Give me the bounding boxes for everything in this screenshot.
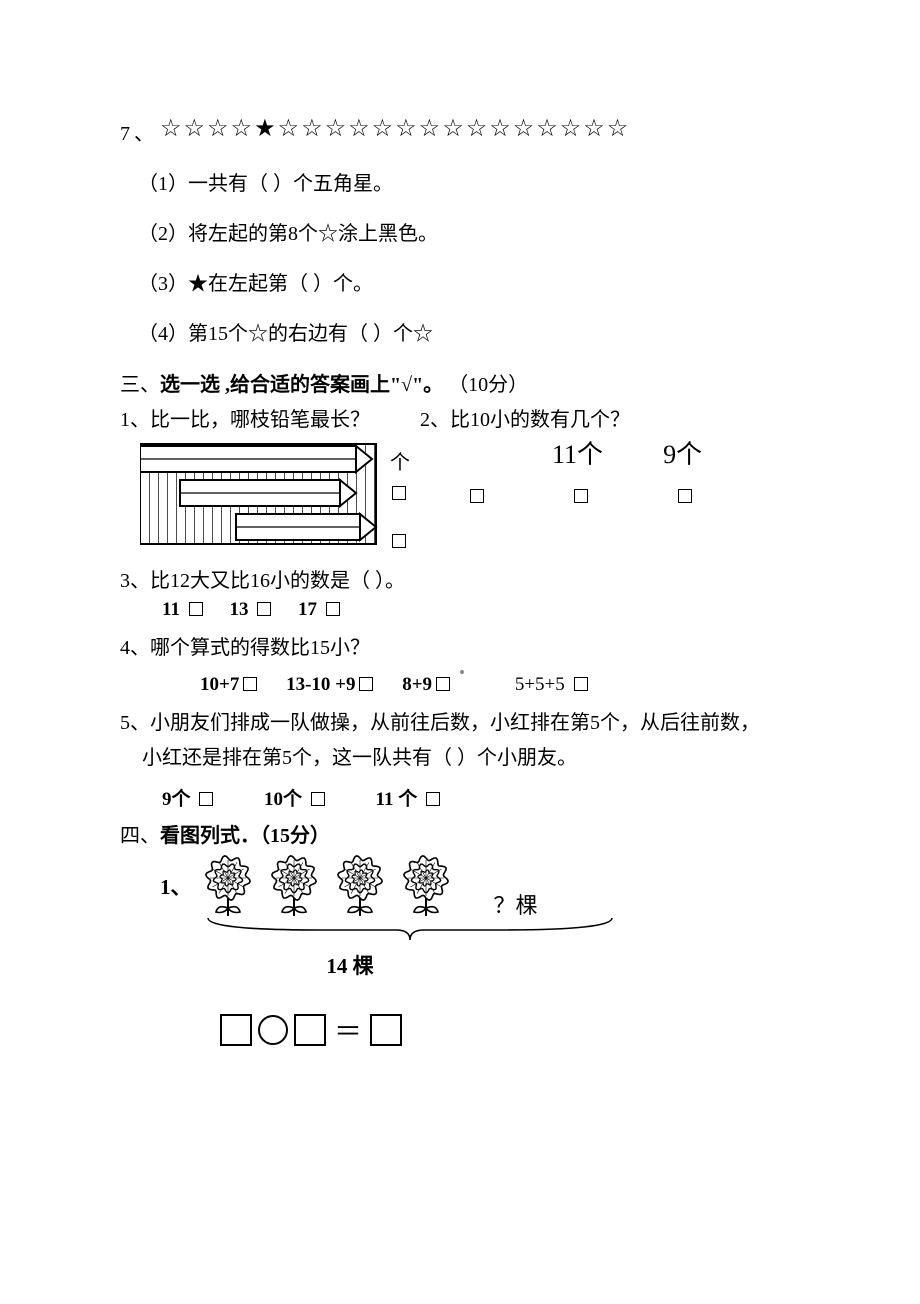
- q2-choices-boxes: [470, 489, 800, 503]
- q7-sub2: （2）将左起的第8个☆涂上黑色。: [138, 218, 800, 250]
- q3-opt-a: 11: [162, 599, 180, 620]
- question-7: 7 、 ☆☆☆☆★☆☆☆☆☆☆☆☆☆☆☆☆☆☆☆ （1）一共有（ ）个五角星。 …: [120, 110, 800, 350]
- total-label: 14 棵: [190, 950, 510, 980]
- fig1-label: 1、: [160, 871, 192, 901]
- q4-opt-b: 13-10 +9: [286, 674, 355, 695]
- q4-opt-a: 10+7: [200, 674, 239, 695]
- unknown-group: ？棵: [494, 888, 538, 920]
- q3-checkbox-b[interactable]: [257, 602, 271, 616]
- q1-q2-row: 1、比一比，哪枝铅笔最长？ 2、比10小的数有几个？: [120, 403, 800, 432]
- q7-separator: 、: [134, 118, 154, 150]
- flower-icon: [398, 854, 454, 918]
- flower-icon: [266, 854, 322, 918]
- q7-heading: 7 、 ☆☆☆☆★☆☆☆☆☆☆☆☆☆☆☆☆☆☆☆: [120, 110, 800, 148]
- star-row: ☆☆☆☆★☆☆☆☆☆☆☆☆☆☆☆☆☆☆☆: [160, 110, 630, 148]
- q4-opt-d: 5+5+5: [515, 674, 565, 695]
- q5-checkbox-b[interactable]: [311, 792, 325, 806]
- eq-box-2[interactable]: [294, 1014, 326, 1046]
- flower-icon: [200, 854, 256, 918]
- q5-line1: 5、小朋友们排成一队做操，从前往后数，小红排在第5个，从后往前数，: [120, 706, 800, 735]
- pencil-svg: [140, 440, 388, 554]
- q2-choice-c: 9个: [663, 434, 702, 471]
- q5-opt-b: 10个: [264, 789, 302, 810]
- q4-checkbox-a[interactable]: [243, 677, 257, 691]
- q3-opt-c: 17: [298, 599, 317, 620]
- q5-checkbox-a[interactable]: [199, 792, 213, 806]
- section-3: 三、选一选 ,给合适的答案画上"√"。 （10分） 1、比一比，哪枝铅笔最长？ …: [120, 368, 800, 811]
- equation-row: ＝: [220, 1010, 800, 1050]
- q5-options: 9个 10个 11 个: [162, 784, 800, 811]
- q5-line2: 小红还是排在第5个，这一队共有（ ）个小朋友。: [142, 741, 800, 770]
- sec4-prefix: 四、: [120, 825, 160, 847]
- q3-line: 3、比12大又比16小的数是（ ）。: [120, 564, 800, 593]
- q5-opt-c: 11 个: [376, 789, 418, 810]
- q4-checkbox-d[interactable]: [574, 677, 588, 691]
- flowers-group: [200, 854, 454, 918]
- page-center-dot: [460, 670, 464, 674]
- q7-sub4: （4）第15个☆的右边有（ ）个☆: [138, 318, 800, 350]
- q2-checkbox-c[interactable]: [678, 489, 692, 503]
- unknown-label: ？棵: [494, 888, 538, 920]
- q4-options: 10+7 13-10 +9 8+9 5+5+5: [200, 674, 800, 696]
- q1-checkbox-1[interactable]: [392, 486, 406, 500]
- section-4-title: 四、看图列式．（15分）: [120, 819, 800, 848]
- flower-icon: [332, 854, 388, 918]
- q7-sub3: （3）★在左起第（ ）个。: [138, 268, 800, 300]
- sec4-title-bold: 看图列式．（15分）: [160, 825, 330, 847]
- q4-checkbox-c[interactable]: [436, 677, 450, 691]
- eq-box-3[interactable]: [370, 1014, 402, 1046]
- q5-checkbox-c[interactable]: [426, 792, 440, 806]
- eq-box-1[interactable]: [220, 1014, 252, 1046]
- q3-checkbox-c[interactable]: [326, 602, 340, 616]
- sec3-prefix: 三、: [120, 374, 160, 396]
- q4-line: 4、哪个算式的得数比15小？: [120, 631, 800, 660]
- q2-checkbox-b[interactable]: [574, 489, 588, 503]
- sec3-title-bold: 选一选 ,给合适的答案画上"√"。: [160, 374, 443, 396]
- q2-choice-b: 11个: [552, 434, 603, 471]
- eq-equals: ＝: [332, 1010, 364, 1050]
- q2-choices-labels: 10个 11个 9个: [440, 434, 800, 471]
- q2-label: 2、比10小的数有几个？: [420, 403, 800, 432]
- figure-1: 1、 ？棵 14 棵: [160, 854, 800, 980]
- pencil-figure: 个: [140, 440, 420, 554]
- q4-checkbox-b[interactable]: [359, 677, 373, 691]
- q4-opt-c: 8+9: [402, 674, 432, 695]
- eq-op-circle[interactable]: [258, 1015, 288, 1045]
- q2-choice-a-stray: 个: [390, 446, 410, 475]
- q7-number: 7: [120, 118, 130, 150]
- q2-checkbox-a[interactable]: [470, 489, 484, 503]
- sec3-suffix: （10分）: [443, 374, 528, 396]
- q1-q2-body: 个 10个 11个 9个: [120, 432, 800, 554]
- q1-label: 1、比一比，哪枝铅笔最长？: [120, 403, 420, 432]
- q1-checkbox-3[interactable]: [392, 534, 406, 548]
- brace-svg: [200, 914, 620, 948]
- flower-row: 1、 ？棵: [160, 854, 800, 918]
- q3-opt-b: 13: [229, 599, 248, 620]
- q7-sub1: （1）一共有（ ）个五角星。: [138, 168, 800, 200]
- q5-opt-a: 9个: [162, 789, 191, 810]
- q3-options: 11 13 17: [162, 599, 800, 621]
- section-3-title: 三、选一选 ,给合适的答案画上"√"。 （10分）: [120, 368, 800, 397]
- q3-checkbox-a[interactable]: [189, 602, 203, 616]
